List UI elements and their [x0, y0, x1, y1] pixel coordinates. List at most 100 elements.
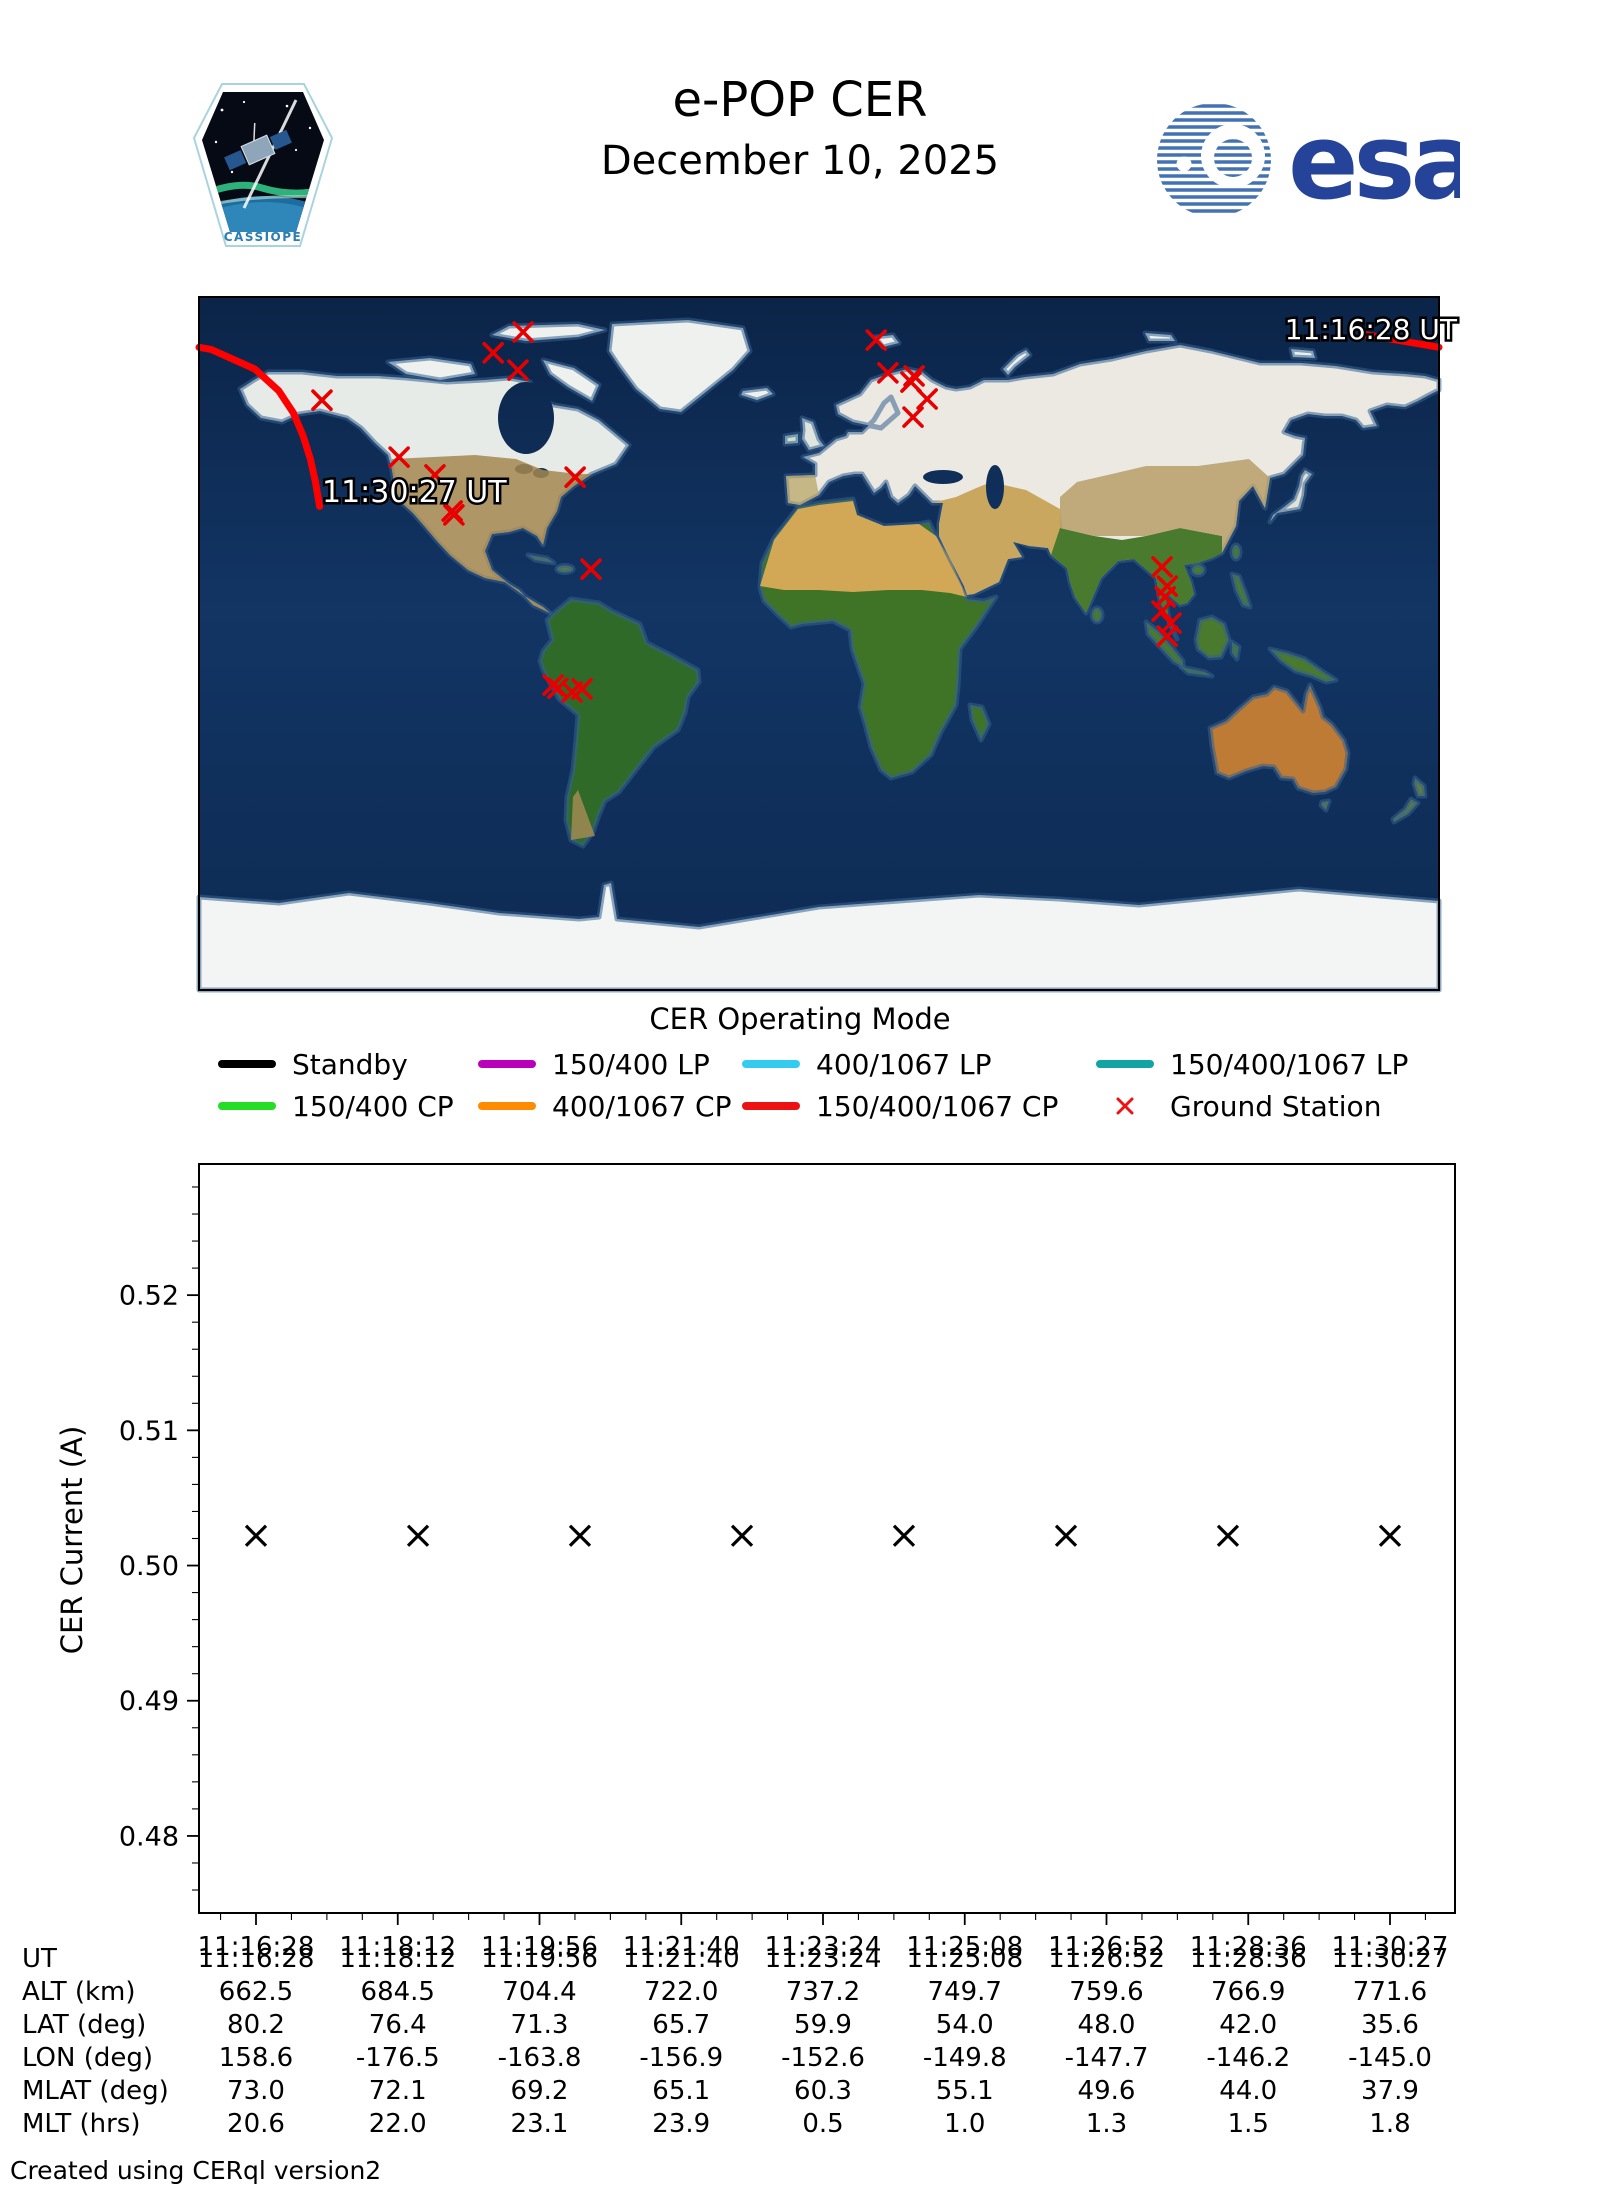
x-tick-label: 11:19:56 [481, 1932, 598, 1962]
table-cell: 22.0 [368, 2109, 427, 2139]
table-cell: 60.3 [794, 2076, 852, 2106]
legend-line-swatch [478, 1060, 536, 1068]
data-point-x-marker [892, 1524, 916, 1547]
ground-station-x-icon [311, 389, 333, 411]
x-tick-label: 11:28:36 [1190, 1932, 1307, 1962]
table-cell: 20.6 [227, 2109, 285, 2139]
table-cell: -147.7 [1064, 2043, 1149, 2073]
data-point-x-marker [244, 1524, 268, 1547]
table-cell: 684.5 [360, 1977, 435, 2007]
table-cell: 704.4 [502, 1977, 577, 2007]
ground-station-x-icon [443, 504, 465, 526]
table-cell: 48.0 [1077, 2010, 1136, 2040]
legend-item-label: Standby [292, 1047, 408, 1081]
table-cell: 11:19:56 [481, 1944, 598, 1974]
table-row-label: LAT (deg) [22, 2010, 147, 2040]
table-cell: -146.2 [1206, 2043, 1291, 2073]
x-tick-label: 11:25:08 [906, 1932, 1023, 1962]
ground-station-x-icon [903, 365, 925, 387]
table-cell: 158.6 [218, 2043, 294, 2073]
table-cell: 722.0 [644, 1977, 719, 2007]
legend-item: 150/400 CP [218, 1090, 454, 1123]
table-cell: 76.4 [368, 2010, 427, 2040]
table-cell: 37.9 [1361, 2076, 1419, 2106]
table-row-label: UT [22, 1944, 57, 1974]
table-cell: 749.7 [927, 1977, 1002, 2007]
table-cell: 1.8 [1369, 2109, 1411, 2139]
page-date: December 10, 2025 [600, 138, 1000, 184]
table-cell: 49.6 [1077, 2076, 1136, 2106]
table-cell: 759.6 [1069, 1977, 1144, 2007]
table-cell: 11:25:08 [906, 1944, 1024, 1974]
x-tick-label: 11:16:28 [198, 1932, 315, 1962]
table-cell: 23.1 [510, 2109, 569, 2139]
legend-line-swatch [742, 1060, 800, 1068]
ground-station-x-icon [916, 388, 938, 410]
table-cell: 0.5 [802, 2109, 844, 2139]
legend-item: Ground Station [1096, 1089, 1382, 1123]
data-point-x-marker [1378, 1524, 1402, 1547]
ground-station-x-icon [507, 359, 529, 381]
table-cell: 73.0 [227, 2076, 285, 2106]
data-point-x-marker [1216, 1524, 1240, 1547]
table-cell: 1.5 [1227, 2109, 1269, 2139]
ground-station-x-icon [1156, 625, 1179, 647]
satellite-trajectory [195, 331, 1443, 510]
y-tick-label: 0.49 [119, 1686, 179, 1717]
cer-current-chart: 0.48 0.49 0.50 0.51 0.52 11:16:28 11:18:12 11:1… [119, 1163, 1456, 1962]
legend-line-swatch [218, 1060, 276, 1068]
world-map: 11:16:28 UT 11:30:27 UT [195, 296, 1460, 993]
table-cell: 1.3 [1085, 2109, 1128, 2139]
x-tick-label: 11:23:24 [765, 1932, 882, 1962]
table-cell: 11:16:28 [197, 1944, 315, 1974]
y-tick-label: 0.51 [119, 1416, 179, 1447]
ground-station-x-icon [865, 329, 887, 351]
legend-line-swatch [742, 1102, 800, 1110]
y-tick-label: 0.52 [119, 1281, 179, 1312]
legend-item-label: 150/400 LP [552, 1047, 710, 1081]
table-row-label: ALT (km) [22, 1977, 136, 2007]
legend-item: 150/400 LP [478, 1047, 710, 1081]
ground-station-markers [311, 321, 1182, 703]
legend-item-label: 400/1067 LP [816, 1047, 992, 1081]
table-cell: 737.2 [785, 1977, 861, 2007]
ground-station-x-icon [902, 406, 924, 428]
data-point-x-marker [568, 1524, 592, 1547]
table-cell: 23.9 [652, 2109, 711, 2139]
legend-ground-station-x-icon [1116, 1097, 1134, 1115]
esa-globe-icon [1157, 103, 1271, 217]
esa-logo: esa [1157, 101, 1460, 223]
table-cell: 44.0 [1219, 2076, 1278, 2106]
cassiope-mission-patch: CASSIOPE [192, 83, 334, 247]
legend-item: 400/1067 LP [742, 1047, 992, 1081]
ground-station-x-icon [1151, 556, 1173, 578]
table-cell: 11:18:12 [339, 1944, 457, 1974]
table-cell: -156.9 [639, 2043, 724, 2073]
table-cell: 766.9 [1211, 1977, 1286, 2007]
legend-line-swatch [1096, 1060, 1154, 1068]
map-end-timestamp: 11:30:27 UT [322, 475, 507, 510]
ground-station-x-icon [512, 321, 534, 343]
trajectory-segment [1361, 331, 1443, 351]
table-cell: 42.0 [1219, 2010, 1278, 2040]
legend-item: 150/400/1067 LP [1096, 1048, 1408, 1081]
table-cell: 71.3 [510, 2010, 569, 2040]
chart-axes-frame [198, 1163, 1456, 1914]
scatter-series [244, 1524, 1402, 1547]
ground-station-x-icon [1151, 600, 1173, 622]
table-cell: 59.9 [794, 2010, 852, 2040]
legend-item: 150/400/1067 CP [742, 1090, 1058, 1123]
table-cell: 11:28:36 [1189, 1944, 1307, 1974]
ground-station-x-icon [482, 342, 504, 364]
map-us-mexico-tint [392, 455, 592, 613]
patch-satellite [224, 122, 292, 171]
legend-title: CER Operating Mode [649, 1002, 951, 1036]
ground-station-x-icon [388, 446, 410, 468]
legend-item-label: Ground Station [1170, 1089, 1382, 1123]
table-cell: 11:21:40 [622, 1944, 740, 1974]
y-tick-label: 0.48 [119, 1821, 179, 1852]
ground-station-x-icon [564, 466, 586, 488]
table-cell: -152.6 [781, 2043, 865, 2073]
table-row-label: LON (deg) [22, 2043, 154, 2073]
